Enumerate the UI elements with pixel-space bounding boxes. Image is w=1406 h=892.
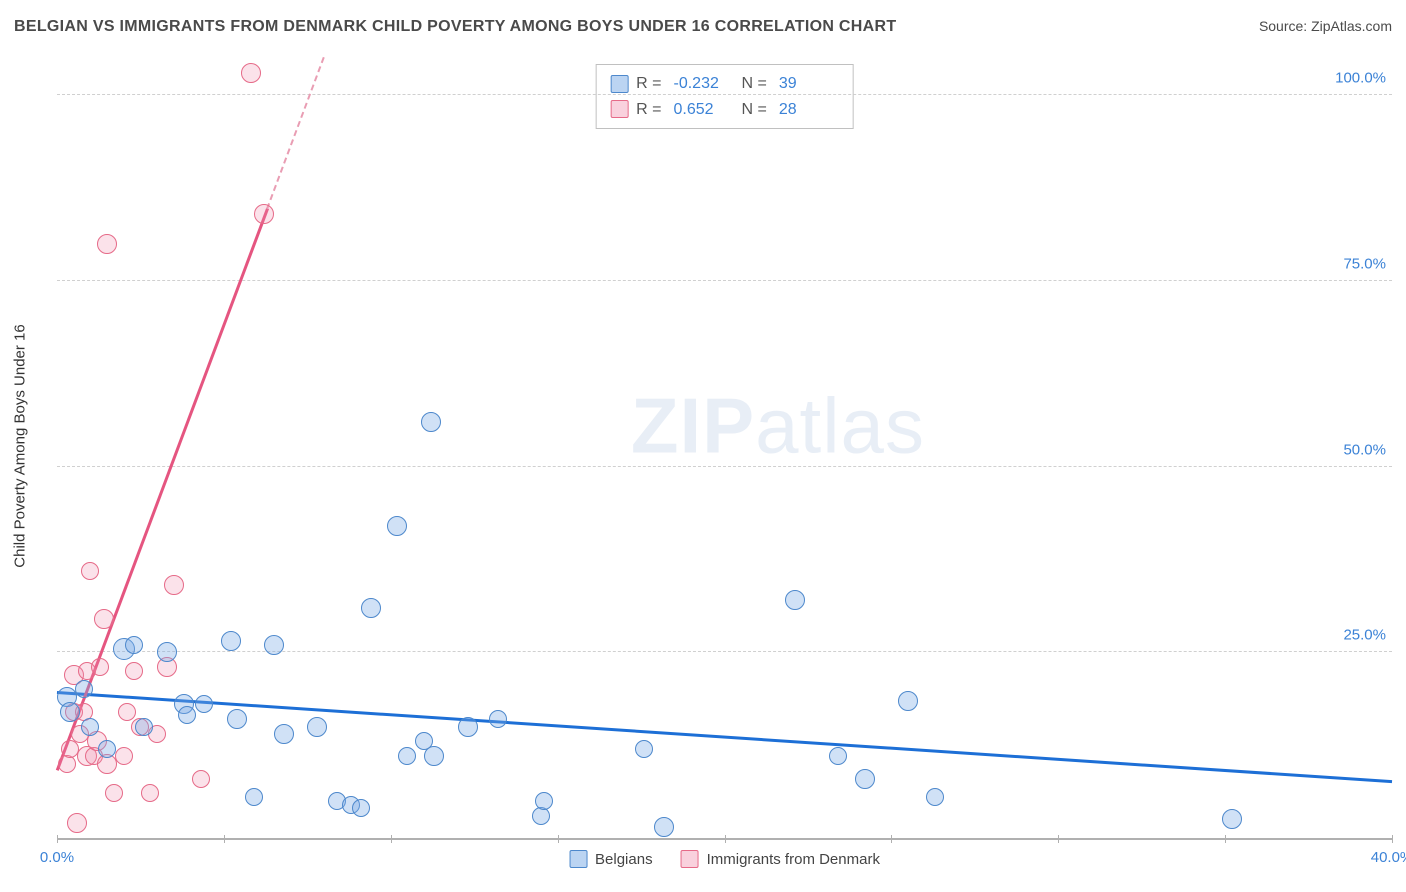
legend-label: Immigrants from Denmark bbox=[707, 851, 880, 868]
scatter-point-pink bbox=[67, 813, 87, 833]
watermark: ZIPatlas bbox=[631, 380, 925, 471]
scatter-point-pink bbox=[105, 784, 123, 802]
scatter-point-blue bbox=[81, 718, 99, 736]
scatter-point-pink bbox=[81, 562, 99, 580]
series-legend: Belgians Immigrants from Denmark bbox=[569, 850, 880, 868]
gridline-horizontal bbox=[57, 651, 1392, 652]
swatch-blue-icon bbox=[569, 850, 587, 868]
scatter-point-blue bbox=[245, 788, 263, 806]
swatch-pink-icon bbox=[610, 100, 628, 118]
y-tick-label: 25.0% bbox=[1343, 627, 1386, 644]
x-tick bbox=[725, 835, 726, 843]
trendline bbox=[266, 57, 325, 209]
scatter-point-blue bbox=[98, 740, 116, 758]
scatter-point-blue bbox=[387, 516, 407, 536]
stat-row-blue: R = -0.232 N = 39 bbox=[610, 71, 839, 97]
scatter-point-pink bbox=[118, 703, 136, 721]
y-tick-label: 100.0% bbox=[1335, 70, 1386, 87]
scatter-point-blue bbox=[458, 717, 478, 737]
scatter-point-blue bbox=[361, 598, 381, 618]
watermark-light: atlas bbox=[755, 381, 925, 469]
y-tick-label: 50.0% bbox=[1343, 441, 1386, 458]
scatter-point-blue bbox=[489, 710, 507, 728]
scatter-point-blue bbox=[227, 709, 247, 729]
n-value: 39 bbox=[779, 71, 839, 97]
x-tick bbox=[1058, 835, 1059, 843]
scatter-point-blue bbox=[785, 590, 805, 610]
scatter-point-blue bbox=[352, 799, 370, 817]
y-tick-label: 75.0% bbox=[1343, 255, 1386, 272]
source-name: ZipAtlas.com bbox=[1311, 18, 1392, 34]
trendline bbox=[57, 691, 1392, 783]
scatter-point-blue bbox=[829, 747, 847, 765]
swatch-blue-icon bbox=[610, 75, 628, 93]
chart-title: BELGIAN VS IMMIGRANTS FROM DENMARK CHILD… bbox=[14, 18, 896, 36]
scatter-point-pink bbox=[192, 770, 210, 788]
scatter-point-pink bbox=[254, 204, 274, 224]
scatter-point-blue bbox=[264, 635, 284, 655]
gridline-horizontal bbox=[57, 94, 1392, 95]
scatter-point-blue bbox=[855, 769, 875, 789]
r-label: R = bbox=[636, 97, 661, 123]
scatter-point-blue bbox=[60, 702, 80, 722]
scatter-point-pink bbox=[97, 234, 117, 254]
x-tick bbox=[391, 835, 392, 843]
scatter-point-blue bbox=[926, 788, 944, 806]
n-label: N = bbox=[742, 71, 767, 97]
x-tick bbox=[1225, 835, 1226, 843]
scatter-point-blue bbox=[195, 695, 213, 713]
x-tick bbox=[224, 835, 225, 843]
scatter-point-blue bbox=[1222, 809, 1242, 829]
watermark-bold: ZIP bbox=[631, 381, 755, 469]
gridline-horizontal bbox=[57, 280, 1392, 281]
scatter-point-blue bbox=[157, 642, 177, 662]
source-attribution: Source: ZipAtlas.com bbox=[1259, 18, 1392, 34]
legend-item-pink: Immigrants from Denmark bbox=[681, 850, 880, 868]
source-prefix: Source: bbox=[1259, 18, 1311, 34]
scatter-point-blue bbox=[75, 680, 93, 698]
scatter-point-blue bbox=[125, 636, 143, 654]
x-tick bbox=[57, 835, 58, 843]
scatter-point-blue bbox=[898, 691, 918, 711]
stat-row-pink: R = 0.652 N = 28 bbox=[610, 97, 839, 123]
r-value: -0.232 bbox=[674, 71, 734, 97]
scatter-point-pink bbox=[94, 609, 114, 629]
n-value: 28 bbox=[779, 97, 839, 123]
chart-header: BELGIAN VS IMMIGRANTS FROM DENMARK CHILD… bbox=[14, 18, 1392, 36]
scatter-point-pink bbox=[115, 747, 133, 765]
scatter-point-blue bbox=[135, 718, 153, 736]
scatter-point-blue bbox=[654, 817, 674, 837]
legend-label: Belgians bbox=[595, 851, 653, 868]
scatter-point-blue bbox=[178, 706, 196, 724]
x-tick bbox=[558, 835, 559, 843]
scatter-point-pink bbox=[125, 662, 143, 680]
scatter-point-blue bbox=[398, 747, 416, 765]
x-tick-label: 0.0% bbox=[40, 849, 74, 866]
n-label: N = bbox=[742, 97, 767, 123]
scatter-point-pink bbox=[91, 658, 109, 676]
scatter-point-pink bbox=[164, 575, 184, 595]
gridline-horizontal bbox=[57, 466, 1392, 467]
scatter-point-blue bbox=[635, 740, 653, 758]
y-axis-label: Child Poverty Among Boys Under 16 bbox=[12, 324, 29, 567]
scatter-point-blue bbox=[307, 717, 327, 737]
scatter-point-blue bbox=[421, 412, 441, 432]
swatch-pink-icon bbox=[681, 850, 699, 868]
scatter-point-blue bbox=[535, 792, 553, 810]
scatter-point-pink bbox=[141, 784, 159, 802]
chart-plot-area: ZIPatlas R = -0.232 N = 39 R = 0.652 N =… bbox=[57, 60, 1392, 840]
x-tick-label: 40.0% bbox=[1371, 849, 1406, 866]
scatter-point-blue bbox=[221, 631, 241, 651]
x-tick bbox=[891, 835, 892, 843]
r-label: R = bbox=[636, 71, 661, 97]
correlation-legend: R = -0.232 N = 39 R = 0.652 N = 28 bbox=[595, 64, 854, 129]
legend-item-blue: Belgians bbox=[569, 850, 653, 868]
scatter-point-pink bbox=[241, 63, 261, 83]
scatter-point-blue bbox=[274, 724, 294, 744]
r-value: 0.652 bbox=[674, 97, 734, 123]
x-tick bbox=[1392, 835, 1393, 843]
scatter-point-blue bbox=[424, 746, 444, 766]
